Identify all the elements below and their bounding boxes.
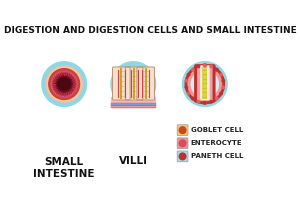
FancyBboxPatch shape	[177, 151, 188, 162]
Circle shape	[182, 61, 228, 107]
Circle shape	[47, 67, 82, 102]
Text: SMALL
INTESTINE: SMALL INTESTINE	[33, 157, 95, 179]
Circle shape	[203, 101, 207, 105]
Circle shape	[203, 63, 207, 67]
Circle shape	[50, 70, 78, 98]
Circle shape	[221, 85, 225, 89]
FancyBboxPatch shape	[111, 97, 155, 104]
Text: PANETH CELL: PANETH CELL	[190, 153, 243, 159]
FancyBboxPatch shape	[200, 66, 210, 100]
FancyBboxPatch shape	[125, 67, 143, 100]
Circle shape	[179, 127, 186, 134]
FancyBboxPatch shape	[194, 64, 216, 103]
Circle shape	[184, 64, 225, 104]
Text: VILLI: VILLI	[119, 156, 148, 166]
FancyBboxPatch shape	[177, 125, 188, 136]
Circle shape	[190, 70, 219, 98]
Circle shape	[187, 67, 222, 102]
Circle shape	[48, 68, 80, 100]
Circle shape	[187, 73, 190, 77]
Circle shape	[55, 75, 74, 93]
Circle shape	[191, 97, 195, 100]
Circle shape	[215, 97, 219, 100]
Circle shape	[209, 100, 213, 104]
Circle shape	[45, 65, 83, 103]
Circle shape	[219, 73, 223, 77]
Circle shape	[196, 64, 200, 68]
FancyBboxPatch shape	[112, 67, 130, 100]
Text: DIGESTION AND DIGESTION CELLS AND SMALL INTESTINE: DIGESTION AND DIGESTION CELLS AND SMALL …	[4, 26, 296, 35]
Circle shape	[53, 73, 76, 96]
Text: GOBLET CELL: GOBLET CELL	[190, 127, 243, 133]
Circle shape	[221, 79, 225, 83]
Circle shape	[41, 61, 87, 107]
FancyBboxPatch shape	[197, 65, 213, 101]
Circle shape	[110, 61, 156, 107]
Circle shape	[57, 77, 71, 91]
Circle shape	[203, 63, 207, 67]
Text: ENTEROCYTE: ENTEROCYTE	[190, 140, 242, 146]
Circle shape	[179, 140, 186, 147]
Circle shape	[191, 68, 195, 72]
Circle shape	[187, 92, 190, 95]
Circle shape	[196, 100, 200, 104]
Circle shape	[184, 79, 188, 83]
Circle shape	[203, 101, 207, 105]
FancyBboxPatch shape	[137, 67, 154, 100]
Circle shape	[209, 64, 213, 68]
Circle shape	[219, 92, 223, 95]
FancyBboxPatch shape	[111, 103, 155, 107]
Circle shape	[184, 85, 188, 89]
FancyBboxPatch shape	[177, 138, 188, 149]
Circle shape	[179, 153, 186, 160]
Circle shape	[215, 68, 219, 72]
